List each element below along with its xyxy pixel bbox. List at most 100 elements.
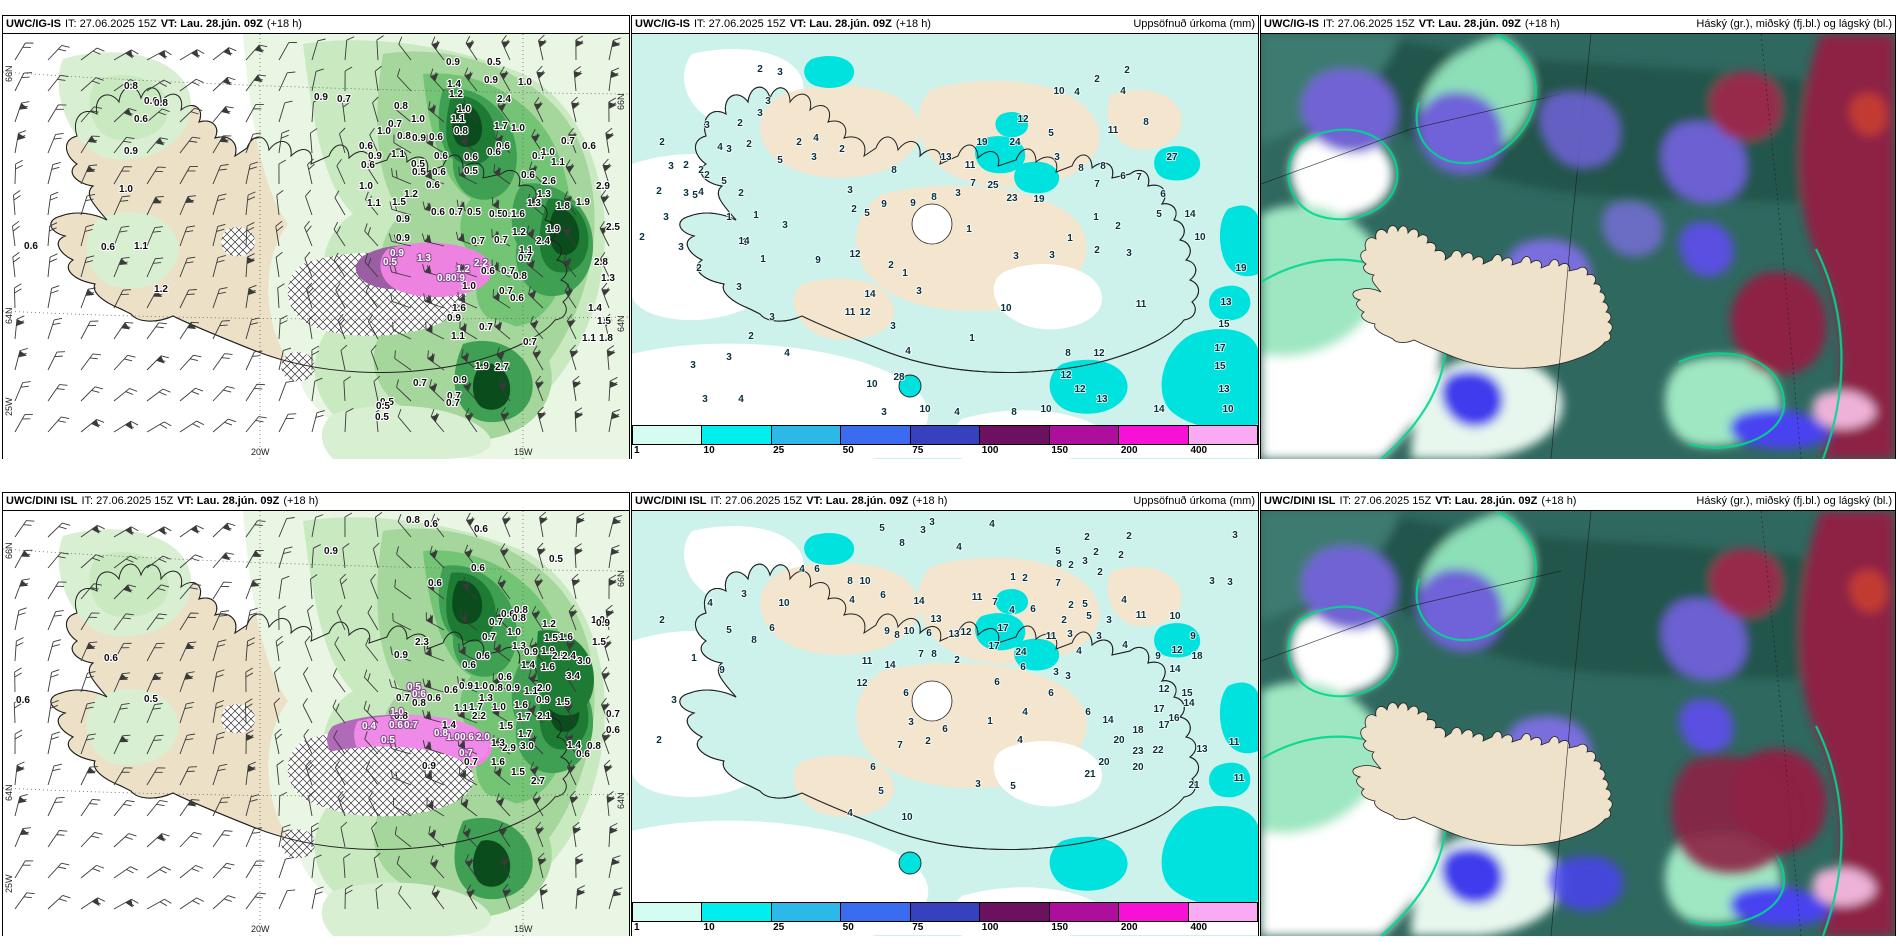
wind-barb xyxy=(389,740,412,755)
value-label: 11 xyxy=(972,592,983,603)
wind-barb xyxy=(600,697,610,724)
value-label: 1.4 xyxy=(442,720,456,731)
value-label: 1.9 xyxy=(546,224,560,235)
wind-barb xyxy=(274,728,283,755)
wind-barb xyxy=(565,729,577,755)
wind-barb xyxy=(275,251,283,278)
value-label: 0.8 xyxy=(514,605,528,616)
wind-barb xyxy=(608,574,618,600)
wind-barb xyxy=(179,387,204,402)
value-label: 1.3 xyxy=(537,189,551,200)
value-label: 20 xyxy=(1132,762,1144,773)
value-label: 15 xyxy=(1181,688,1193,699)
value-label: 11 xyxy=(1046,631,1057,642)
value-label: 1.0 xyxy=(462,281,476,292)
value-label: 1.7 xyxy=(518,729,532,740)
wind-barb xyxy=(502,511,512,538)
value-label: 1.5 xyxy=(556,697,570,708)
wind-barb xyxy=(459,320,478,340)
wind-barb xyxy=(113,672,131,693)
wind-barb xyxy=(564,667,577,693)
wind-barb xyxy=(245,827,263,848)
wind-barb xyxy=(365,284,379,309)
wind-barb xyxy=(572,821,582,848)
value-label: 0.5 xyxy=(144,694,158,705)
wind-barb xyxy=(370,344,379,371)
wind-barb xyxy=(278,129,290,154)
value-label: 0.6 xyxy=(101,242,115,253)
value-label: 0.9 xyxy=(484,75,498,86)
value-label: 12 xyxy=(856,678,868,689)
value-label: 1.1 xyxy=(451,114,465,125)
value-label: 1.7 xyxy=(517,712,531,723)
wind-barb xyxy=(464,544,478,569)
value-label: 2.1 xyxy=(537,711,551,722)
colorbar-ticks: 1 10 25 50 75 100 150 200 400 xyxy=(632,922,1258,935)
wind-barb xyxy=(497,98,511,123)
value-label: 0.5 xyxy=(380,397,394,408)
value-label: 2 xyxy=(1126,531,1132,542)
wind-barb xyxy=(608,37,621,61)
wind-barb xyxy=(80,554,104,569)
panel-igis-accum-precip: UWC/IG-IS IT: 27.06.2025 15Z VT: Lau. 28.j… xyxy=(631,15,1259,459)
wind-barb xyxy=(47,581,67,600)
panel-header: UWC/DINI ISL IT: 27.06.2025 15Z VT: Lau. 2… xyxy=(1261,493,1895,511)
wind-barb xyxy=(371,821,379,848)
value-label: 0.7 xyxy=(413,378,427,389)
wind-barb xyxy=(146,555,171,569)
value-label: 1.5 xyxy=(392,197,406,208)
value-label: 14 xyxy=(1169,664,1181,675)
wind-barb xyxy=(573,66,583,92)
value-label: 0.5 xyxy=(381,735,395,746)
wind-barb xyxy=(343,376,351,402)
wind-barb xyxy=(278,517,295,538)
wind-barb xyxy=(465,35,478,61)
value-label: 2 xyxy=(1022,573,1028,584)
wind-barb xyxy=(245,607,259,631)
value-label: 0.9 xyxy=(324,546,338,557)
run-info: UWC/IG-IS IT: 27.06.2025 15Z VT: Lau. 28.j… xyxy=(1264,18,1560,30)
value-label: 1.5 xyxy=(544,633,558,644)
value-label: 1 xyxy=(691,653,697,664)
wind-barb xyxy=(212,639,227,662)
value-label: 14 xyxy=(738,236,750,247)
wind-barb xyxy=(14,729,23,755)
wind-barb xyxy=(492,196,511,216)
value-label: 0.7 xyxy=(449,207,463,218)
wind-barb xyxy=(340,821,348,848)
wind-barb xyxy=(303,728,313,755)
value-label: 1 xyxy=(987,716,993,727)
wind-barb xyxy=(179,49,205,61)
value-label: 3 xyxy=(702,394,708,405)
wind-barb xyxy=(47,104,67,123)
value-label: 4 xyxy=(738,394,744,405)
value-label: 3 xyxy=(690,360,696,371)
value-label: 3 xyxy=(704,120,710,131)
wind-barb xyxy=(500,407,511,433)
wind-barb xyxy=(308,313,316,340)
value-label: 4 xyxy=(1120,86,1126,97)
wind-barb xyxy=(394,579,412,600)
wind-barb xyxy=(179,289,197,309)
wind-barb xyxy=(113,767,133,786)
value-label: 12 xyxy=(1093,348,1105,359)
wind-barb xyxy=(146,613,167,631)
wind-barb xyxy=(12,252,21,278)
value-label: 0.6 xyxy=(429,132,443,143)
map-precip-wind-igis: 0.9 0.50.9 1.01.40.9 0.7 1.2 2.40.8 1.01.0 1.10… xyxy=(3,34,629,459)
wind-barb xyxy=(212,164,229,185)
wind-barb xyxy=(179,78,204,92)
map-cloud-cover-igis xyxy=(1261,34,1895,459)
value-label: 2.9 xyxy=(502,743,516,754)
field-label: Háský (gr.), miðský (fj.bl.) og lágský (… xyxy=(1696,495,1892,507)
colorbar-tick-label: 1 xyxy=(634,445,640,456)
wind-barb xyxy=(421,233,445,247)
value-label: 3 xyxy=(663,212,669,223)
value-label: 4 xyxy=(1121,595,1127,606)
wind-barb xyxy=(497,575,511,600)
value-label: 1.2 xyxy=(542,619,556,630)
wind-barb xyxy=(47,895,71,910)
wind-barb xyxy=(274,666,281,693)
wind-barb xyxy=(146,767,166,786)
value-label: 8 xyxy=(1078,163,1084,174)
